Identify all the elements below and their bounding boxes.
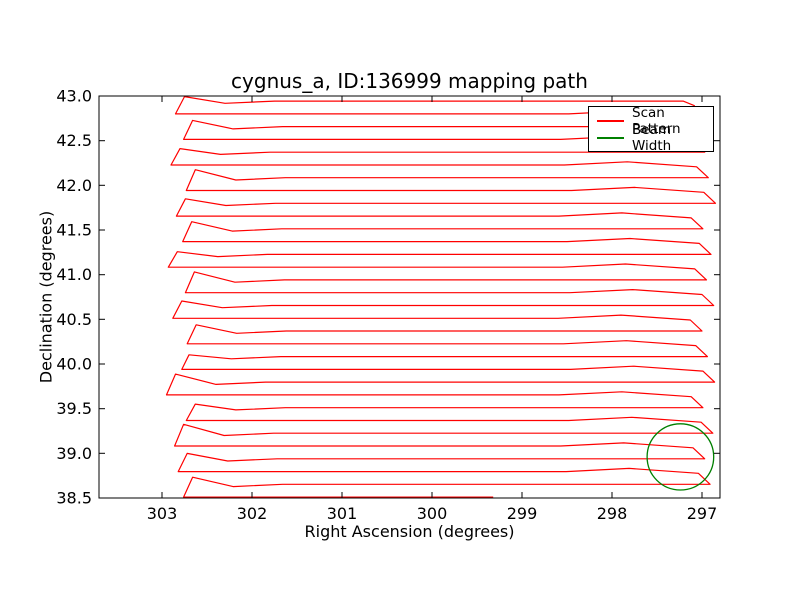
beam-width-line-icon (597, 136, 624, 139)
x-tick-label: 299 (507, 504, 538, 523)
y-tick-label: 42.0 (56, 176, 92, 195)
legend-label-beam-width: Beam Width (632, 121, 672, 154)
legend-item-beam-width: Beam Width (597, 122, 705, 154)
scan-pattern-path (165, 95, 717, 498)
plot-title: cygnus_a, ID:136999 mapping path (231, 69, 588, 93)
y-tick-label: 38.5 (56, 489, 92, 508)
y-tick-label: 42.5 (56, 131, 92, 150)
beam-width-circle (646, 423, 715, 491)
y-tick-label: 39.0 (56, 444, 92, 463)
y-tick-label: 40.5 (56, 310, 92, 329)
y-axis-label: Declination (degrees) (36, 210, 56, 384)
legend: Scan Pattern Beam Width (588, 105, 714, 154)
y-tick-label: 43.0 (56, 87, 92, 106)
x-tick-label: 300 (417, 504, 448, 523)
x-tick-label: 302 (237, 504, 268, 523)
x-tick-label: 301 (327, 504, 358, 523)
legend-label-scan-pattern: Scan Pattern (632, 104, 681, 137)
x-axis-label: Right Ascension (degrees) (304, 522, 515, 541)
legend-item-scan-pattern: Scan Pattern (597, 105, 705, 137)
x-tick-label: 303 (147, 504, 178, 523)
axes-box (98, 95, 721, 499)
x-tick-label: 297 (687, 504, 718, 523)
scan-pattern-line-icon (597, 119, 624, 122)
y-tick-label: 41.0 (56, 265, 92, 284)
y-tick-label: 39.5 (56, 399, 92, 418)
y-tick-label: 40.0 (56, 355, 92, 374)
y-tick-label: 41.5 (56, 221, 92, 240)
x-tick-label: 298 (597, 504, 628, 523)
